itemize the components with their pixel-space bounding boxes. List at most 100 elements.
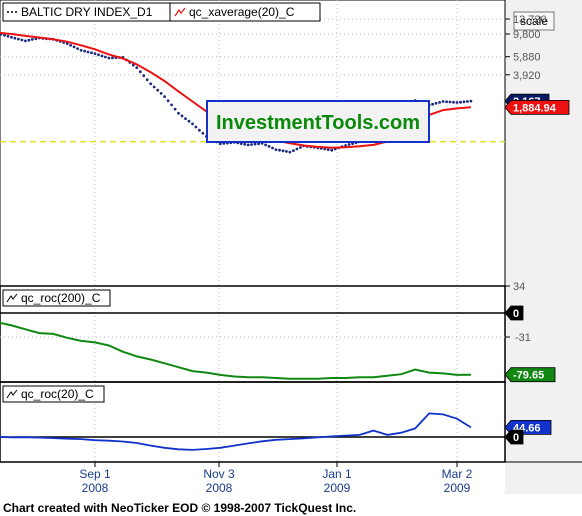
x-tick-label: Nov 3: [203, 467, 235, 481]
bdi-dot: [462, 100, 466, 104]
bdi-dot: [452, 100, 455, 104]
bdi-dot: [295, 147, 299, 151]
price-legend: BALTIC DRY INDEX_D1 qc_xaverage(20)_C: [2, 2, 321, 22]
bdi-point: [107, 56, 111, 60]
roc200-zero-label-text: 0: [513, 308, 519, 320]
bdi-point: [24, 39, 27, 43]
legend-line-icon: [6, 293, 18, 303]
roc200-last-value: -79.65: [504, 367, 556, 383]
bdi-point: [469, 99, 473, 103]
roc20-legend: qc_roc(20)_C: [2, 385, 105, 403]
xavg-last-value-text: 1,884.94: [513, 102, 557, 114]
roc200-legend: qc_roc(200)_C: [2, 289, 111, 307]
bdi-point: [441, 100, 445, 103]
x-tick-label: Mar 2: [442, 467, 473, 481]
bdi-dot: [445, 100, 448, 104]
bdi-dot: [76, 47, 79, 50]
bdi-dot: [159, 92, 163, 95]
bdi-point: [455, 101, 459, 104]
bdi-dot: [6, 34, 10, 38]
bdi-dot: [281, 149, 285, 153]
bdi-point: [246, 143, 250, 147]
bdi-dot: [264, 143, 267, 147]
bdi-point: [79, 48, 83, 52]
bdi-dot: [198, 128, 201, 132]
roc20-zero-label-box: [504, 429, 524, 445]
bdi-dot: [243, 142, 247, 146]
x-tick-label: Jan 1: [322, 467, 352, 481]
bdi-dot: [201, 131, 205, 135]
bdi-dot: [448, 100, 452, 104]
bdi-dot: [187, 119, 191, 123]
xavg-last-value-box: [504, 99, 570, 115]
bdi-dot: [27, 38, 31, 42]
roc200-y-tick-label: -31: [515, 332, 531, 344]
bdi-dot: [100, 54, 104, 58]
bdi-dot: [267, 145, 271, 148]
bdi-dot: [104, 55, 107, 59]
bdi-dot: [250, 143, 254, 146]
bdi-dot: [111, 56, 114, 60]
roc200-last-value-text: -79.65: [513, 370, 544, 382]
x-tick-year: 2008: [82, 481, 109, 495]
scale-button[interactable]: scale: [513, 11, 555, 31]
xavg-last-value: 1,884.94: [504, 99, 570, 115]
bdi-point: [149, 82, 153, 86]
price-y-tick-label: 34: [513, 281, 525, 293]
bdi-dot: [438, 101, 441, 104]
bdi-dot: [20, 38, 24, 42]
roc20-zero-label: 0: [504, 429, 524, 445]
bdi-dot: [86, 50, 90, 54]
brand-box: InvestmentTools.com: [206, 100, 430, 143]
bdi-point: [135, 66, 139, 70]
roc200-last-value-box: [504, 367, 556, 383]
bdi-dot: [299, 146, 302, 149]
bdi-dot: [131, 63, 135, 67]
footer-credit: Chart created with NeoTicker EOD © 1998-…: [3, 501, 356, 515]
bdi-point: [218, 142, 222, 146]
scale-button-label: scale: [520, 14, 548, 28]
roc20-series-line: [0, 412, 472, 451]
bdi-dot: [170, 103, 174, 107]
price-y-tick-label: 13,720: [513, 14, 547, 26]
legend-roc20-label: qc_roc(20)_C: [21, 387, 94, 401]
brand-label: InvestmentTools.com: [216, 112, 420, 134]
bdi-dot: [138, 70, 142, 74]
bdi-dot: [278, 148, 281, 152]
legend-roc200-label: qc_roc(200)_C: [21, 291, 101, 305]
bdi-dot: [326, 148, 330, 152]
x-tick-year: 2009: [444, 481, 471, 495]
bdi-dot: [459, 100, 462, 104]
bdi-point: [191, 122, 194, 126]
x-tick-label: Sep 1: [79, 467, 111, 481]
bdi-point: [10, 35, 13, 39]
legend-line-icon: [6, 389, 18, 399]
bdi-dot: [17, 37, 20, 41]
bdi-point: [288, 150, 292, 154]
bdi-dot: [83, 49, 86, 53]
legend-dotted-line-icon: [7, 11, 17, 13]
legend-xavg-label: qc_xaverage(20)_C: [189, 5, 295, 19]
price-y-tick-label: 5,880: [513, 52, 541, 64]
legend-bdi-label: BALTIC DRY INDEX_D1: [21, 5, 153, 19]
bdi-point: [330, 148, 334, 152]
bdi-point: [93, 52, 97, 56]
bdi-dot: [466, 100, 469, 103]
bdi-dot: [90, 51, 93, 55]
bdi-dot: [156, 88, 160, 92]
bdi-dot: [97, 53, 100, 57]
bdi-dot: [347, 143, 351, 146]
bdi-dot: [142, 74, 146, 78]
bdi-point: [163, 95, 167, 98]
bdi-dot: [152, 85, 156, 89]
bdi-dot: [434, 101, 438, 105]
x-tick-year: 2008: [206, 481, 233, 495]
roc200-zero-label: 0: [504, 305, 524, 321]
bdi-point: [177, 111, 180, 115]
price-y-tick-label: 9,800: [513, 29, 541, 41]
bdi-dot: [292, 149, 295, 153]
bdi-dot: [30, 38, 34, 41]
x-tick-year: 2009: [324, 481, 351, 495]
roc200-series-line: [0, 321, 471, 380]
